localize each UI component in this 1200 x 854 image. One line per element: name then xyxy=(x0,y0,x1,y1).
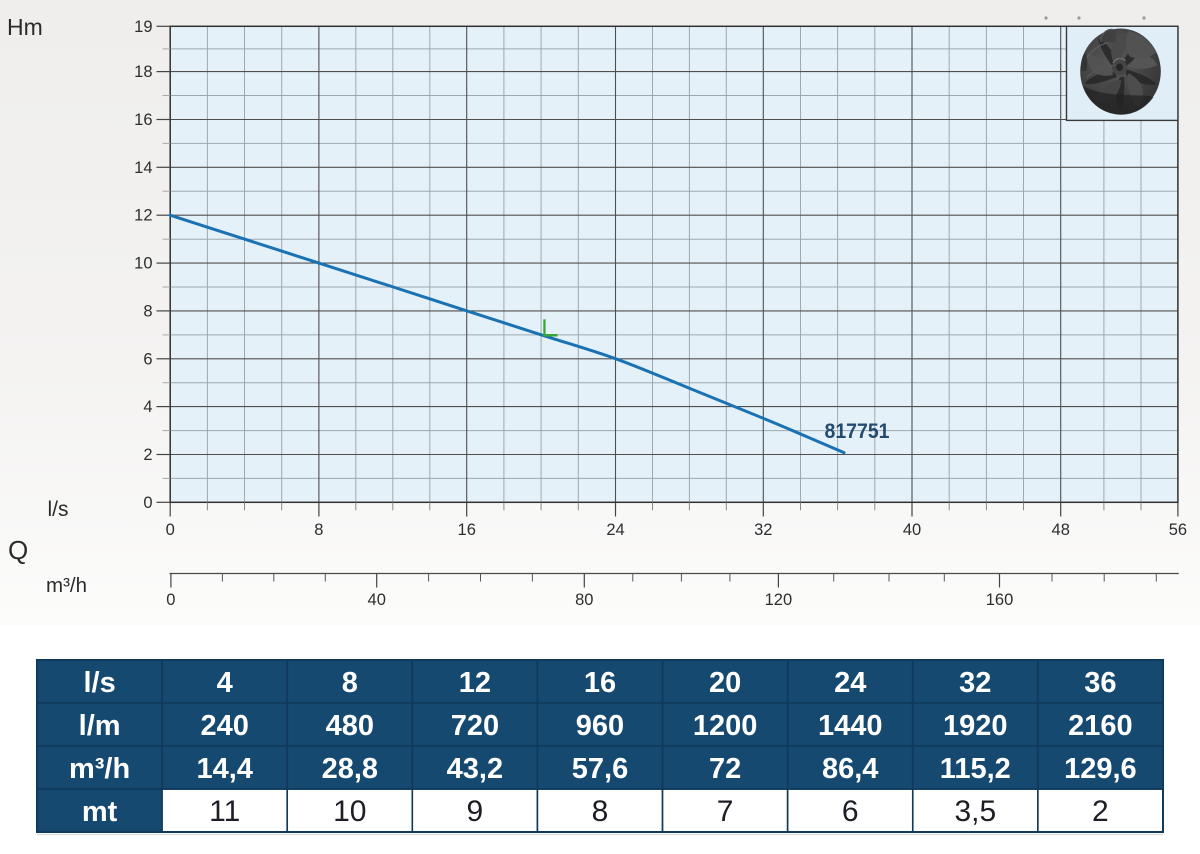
svg-text:l/s: l/s xyxy=(48,498,69,521)
svg-text:2160: 2160 xyxy=(1068,710,1133,742)
svg-text:10: 10 xyxy=(134,255,152,273)
svg-text:160: 160 xyxy=(986,591,1014,609)
svg-text:mt: mt xyxy=(82,796,118,828)
svg-text:12: 12 xyxy=(459,667,491,699)
svg-text:Hm: Hm xyxy=(7,14,43,40)
svg-text:72: 72 xyxy=(709,753,741,785)
svg-text:86,4: 86,4 xyxy=(822,753,878,785)
svg-text:m³/h: m³/h xyxy=(46,574,87,597)
svg-text:9: 9 xyxy=(467,795,484,828)
svg-text:1200: 1200 xyxy=(693,710,758,742)
svg-text:32: 32 xyxy=(959,667,991,699)
svg-text:2: 2 xyxy=(1092,795,1109,828)
svg-text:56: 56 xyxy=(1169,521,1187,539)
svg-text:11: 11 xyxy=(209,795,240,828)
svg-text:80: 80 xyxy=(575,591,593,609)
svg-text:40: 40 xyxy=(903,521,921,539)
svg-text:40: 40 xyxy=(368,591,386,609)
svg-text:817751: 817751 xyxy=(825,419,890,443)
svg-text:129,6: 129,6 xyxy=(1064,753,1137,785)
svg-text:1440: 1440 xyxy=(818,710,883,742)
svg-text:6: 6 xyxy=(143,350,152,368)
svg-text:19: 19 xyxy=(134,18,152,36)
svg-text:18: 18 xyxy=(134,63,152,81)
svg-text:28,8: 28,8 xyxy=(322,753,378,785)
svg-text:0: 0 xyxy=(166,591,175,609)
svg-text:115,2: 115,2 xyxy=(940,753,1011,785)
svg-text:14: 14 xyxy=(134,159,152,177)
svg-text:32: 32 xyxy=(754,521,772,539)
svg-text:48: 48 xyxy=(1052,521,1070,539)
svg-text:8: 8 xyxy=(143,302,152,320)
svg-text:m³/h: m³/h xyxy=(69,753,130,785)
svg-text:8: 8 xyxy=(342,667,358,699)
svg-text:480: 480 xyxy=(326,710,374,742)
svg-text:1920: 1920 xyxy=(943,710,1008,742)
svg-text:l/m: l/m xyxy=(79,710,121,742)
svg-text:0: 0 xyxy=(166,521,175,539)
svg-text:24: 24 xyxy=(834,667,866,699)
svg-text:120: 120 xyxy=(765,591,793,609)
svg-text:7: 7 xyxy=(717,795,734,828)
svg-text:0: 0 xyxy=(143,494,152,512)
svg-text:6: 6 xyxy=(842,795,859,828)
svg-text:8: 8 xyxy=(314,521,323,539)
svg-text:720: 720 xyxy=(451,710,499,742)
svg-text:2: 2 xyxy=(143,446,152,464)
svg-text:24: 24 xyxy=(606,521,624,539)
svg-text:14,4: 14,4 xyxy=(196,753,252,785)
svg-text:Q: Q xyxy=(8,535,28,565)
svg-text:57,6: 57,6 xyxy=(572,753,628,785)
svg-text:43,2: 43,2 xyxy=(447,753,503,785)
svg-text:12: 12 xyxy=(134,207,152,225)
svg-text:16: 16 xyxy=(458,521,476,539)
svg-text:16: 16 xyxy=(134,111,152,129)
svg-text:4: 4 xyxy=(217,667,233,699)
svg-text:960: 960 xyxy=(576,710,624,742)
svg-text:36: 36 xyxy=(1084,667,1116,699)
svg-text:10: 10 xyxy=(333,795,366,828)
svg-text:8: 8 xyxy=(592,795,609,828)
svg-text:4: 4 xyxy=(143,398,152,416)
svg-text:20: 20 xyxy=(709,667,741,699)
svg-text:l/s: l/s xyxy=(83,667,115,699)
svg-text:16: 16 xyxy=(584,667,616,699)
svg-text:240: 240 xyxy=(201,710,249,742)
svg-text:3,5: 3,5 xyxy=(954,795,996,828)
